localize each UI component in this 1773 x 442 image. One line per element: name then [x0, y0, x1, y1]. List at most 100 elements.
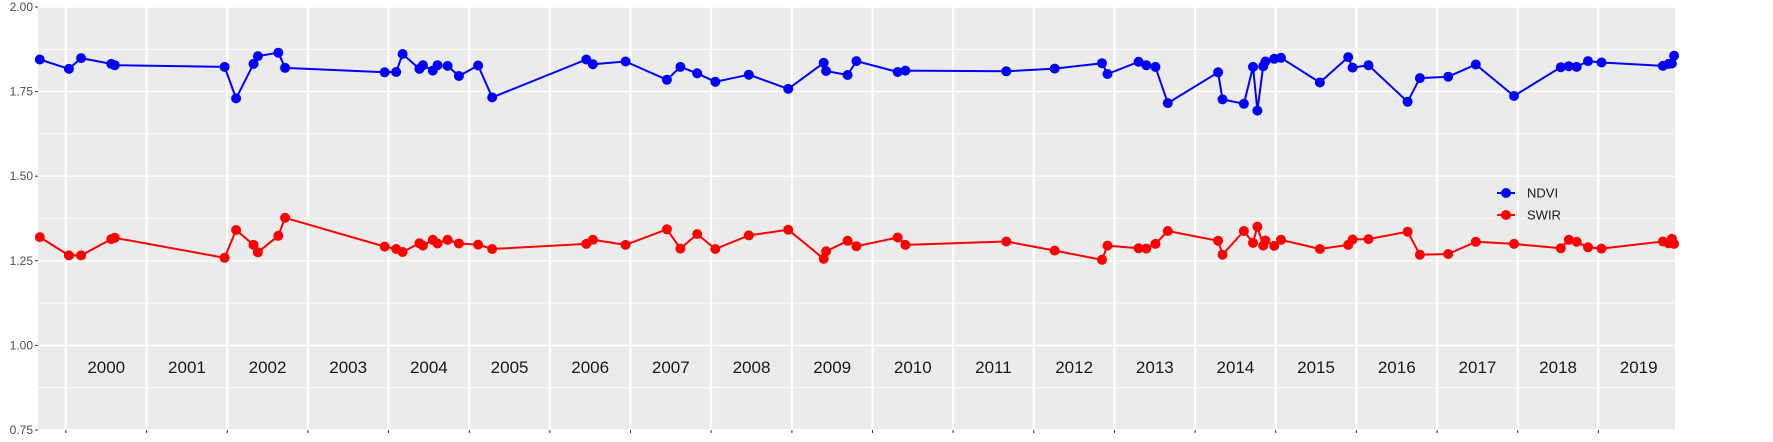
year-label: 2000	[87, 358, 125, 377]
year-label: 2002	[249, 358, 287, 377]
data-point-ndvi	[1666, 58, 1677, 69]
data-point-ndvi	[661, 74, 672, 85]
year-label: 2008	[733, 358, 771, 377]
y-tick-label: 1.50	[10, 169, 34, 183]
y-tick-label: 1.25	[10, 254, 34, 268]
year-label: 2015	[1297, 358, 1335, 377]
data-point-swir	[783, 224, 794, 235]
data-point-swir	[710, 244, 721, 254]
data-point-ndvi	[1402, 96, 1413, 107]
data-point-ndvi	[587, 59, 598, 70]
data-point-ndvi	[710, 76, 721, 87]
data-point-ndvi	[1141, 60, 1152, 71]
data-point-ndvi	[1150, 61, 1161, 72]
data-point-ndvi	[1343, 52, 1354, 63]
data-point-ndvi	[248, 58, 259, 69]
year-labels: 2000 2001 2002 2003 2004 2005 2006 2007 2008 2009…	[87, 358, 1657, 377]
data-point-ndvi	[487, 92, 498, 103]
minor-gridlines	[38, 48, 1675, 389]
data-point-ndvi	[417, 60, 428, 71]
data-point-swir	[1213, 235, 1224, 246]
data-point-swir	[661, 224, 672, 235]
year-label: 2007	[652, 358, 690, 377]
year-label: 2011	[975, 358, 1012, 377]
data-point-swir	[1314, 244, 1325, 254]
data-point-ndvi	[818, 57, 829, 68]
data-point-ndvi	[821, 66, 832, 76]
data-point-ndvi	[1248, 61, 1258, 72]
data-point-ndvi	[783, 83, 794, 94]
data-point-ndvi	[1583, 56, 1593, 67]
year-label: 2004	[410, 358, 448, 377]
y-tick-label: 0.75	[10, 423, 34, 437]
year-label: 2018	[1539, 358, 1577, 377]
data-point-swir	[442, 234, 453, 245]
data-point-ndvi	[1470, 59, 1481, 70]
year-label: 2012	[1055, 358, 1093, 377]
data-point-ndvi	[1162, 98, 1173, 109]
data-point-ndvi	[1347, 62, 1358, 73]
data-point-swir	[417, 240, 428, 251]
year-label: 2006	[571, 358, 609, 377]
year-label: 2014	[1217, 358, 1255, 377]
legend-key-point	[1501, 188, 1511, 198]
data-point-ndvi	[1571, 61, 1582, 72]
data-point-swir	[231, 225, 242, 235]
data-point-ndvi	[432, 60, 443, 71]
data-point-swir	[743, 230, 754, 241]
data-point-ndvi	[391, 67, 402, 77]
legend-key-point	[1501, 210, 1511, 220]
data-point-swir	[1141, 243, 1152, 254]
data-point-ndvi	[1596, 57, 1607, 68]
data-point-ndvi	[1260, 56, 1271, 67]
data-point-swir	[1097, 254, 1107, 265]
data-point-swir	[252, 247, 263, 258]
data-point-ndvi	[1217, 94, 1228, 105]
data-point-ndvi	[1669, 50, 1680, 61]
data-point-swir	[675, 243, 686, 254]
data-point-swir	[818, 253, 829, 264]
data-point-swir	[1509, 238, 1519, 249]
data-point-ndvi	[273, 47, 284, 58]
data-point-swir	[1563, 234, 1574, 245]
data-point-ndvi	[1363, 60, 1374, 71]
data-point-ndvi	[453, 71, 464, 81]
data-point-swir	[473, 239, 484, 250]
data-point-swir	[1162, 226, 1173, 236]
data-point-swir	[1596, 243, 1607, 254]
data-point-ndvi	[231, 93, 242, 104]
data-point-ndvi	[1314, 77, 1325, 88]
data-point-swir	[1276, 234, 1286, 245]
data-point-swir	[1260, 235, 1271, 246]
data-point-ndvi	[1252, 105, 1263, 116]
y-tick-label: 1.75	[10, 85, 34, 99]
data-point-swir	[1402, 226, 1413, 237]
legend-label: SWIR	[1527, 208, 1561, 223]
data-point-swir	[273, 230, 284, 241]
data-point-swir	[1583, 242, 1593, 253]
year-label: 2005	[491, 358, 529, 377]
legend: NDVI SWIR	[1495, 182, 1561, 226]
data-point-ndvi	[109, 60, 120, 71]
major-gridlines	[38, 6, 1675, 431]
data-point-swir	[1150, 238, 1161, 249]
data-point-swir	[1669, 238, 1680, 249]
data-point-swir	[851, 241, 862, 252]
data-point-swir	[1414, 249, 1425, 260]
data-point-swir	[620, 239, 631, 250]
year-label: 2003	[329, 358, 367, 377]
year-label: 2010	[894, 358, 932, 377]
data-point-ndvi	[379, 67, 390, 78]
data-point-swir	[487, 244, 498, 254]
data-point-ndvi	[1414, 73, 1425, 84]
data-point-swir	[900, 239, 911, 250]
year-gridlines	[64, 7, 1600, 430]
data-point-swir	[109, 232, 120, 243]
data-point-swir	[842, 235, 853, 246]
data-point-swir	[1001, 236, 1012, 247]
data-point-ndvi	[692, 68, 703, 79]
data-point-ndvi	[1097, 58, 1107, 69]
data-point-ndvi	[219, 61, 230, 72]
